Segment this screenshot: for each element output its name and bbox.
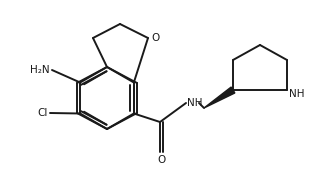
Text: NH: NH	[187, 98, 203, 108]
Text: O: O	[157, 155, 165, 165]
Text: NH: NH	[289, 89, 304, 99]
Text: Cl: Cl	[38, 108, 48, 118]
Polygon shape	[204, 87, 235, 108]
Text: H₂N: H₂N	[30, 65, 50, 75]
Text: O: O	[151, 33, 159, 43]
